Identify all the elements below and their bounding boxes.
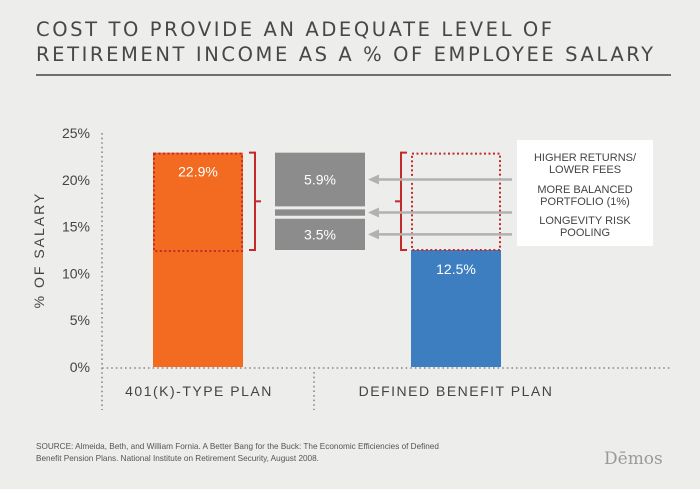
y-tick-label: 25% (62, 125, 90, 141)
reason-arrowhead (368, 229, 379, 240)
difference-outline-db (411, 152, 501, 252)
y-axis-title: % OF SALARY (31, 192, 47, 309)
chart-title-line-2: RETIREMENT INCOME AS A % OF EMPLOYEE SAL… (36, 43, 656, 66)
bar-value-label: 22.9% (178, 164, 218, 180)
x-category-label: 401(K)-TYPE PLAN (125, 383, 273, 399)
y-tick-label: 20% (62, 172, 90, 188)
bracket-401k (249, 151, 256, 251)
reason-arrowhead (368, 207, 379, 218)
reason-arrowhead (368, 174, 379, 185)
reason-label-line1: HIGHER RETURNS/ (534, 152, 637, 164)
bar (153, 152, 243, 367)
source-line-1: SOURCE: Almeida, Beth, and William Forni… (36, 442, 439, 451)
reason-label-line2: LOWER FEES (549, 164, 621, 176)
chart-title-line-1: COST TO PROVIDE AN ADEQUATE LEVEL OF (36, 18, 555, 41)
component-bar (275, 152, 365, 207)
reason-label-line2: POOLING (560, 227, 610, 239)
reason-label-line1: MORE BALANCED (537, 184, 632, 196)
component-value-label: 5.9% (304, 172, 336, 188)
bar-value-label: 12.5% (436, 261, 476, 277)
bar (411, 250, 501, 367)
reason-label-line1: LONGEVITY RISK (539, 215, 631, 227)
y-tick-label: 10% (62, 265, 90, 281)
y-tick-label: 0% (70, 359, 90, 375)
component-value-label: 3.5% (304, 226, 336, 242)
reason-label-line2: PORTFOLIO (1%) (540, 196, 630, 208)
component-bar (275, 218, 365, 250)
difference-outline-401k (153, 152, 243, 253)
component-bar (275, 209, 365, 216)
reasons-box (517, 140, 653, 246)
source-note: SOURCE: Almeida, Beth, and William Forni… (36, 441, 536, 465)
demos-logo: Dēmos (604, 449, 663, 469)
y-tick-label: 5% (70, 312, 90, 328)
source-line-2: Benefit Pension Plans. National Institut… (36, 454, 319, 463)
y-tick-label: 15% (62, 219, 90, 235)
chart-title: COST TO PROVIDE AN ADEQUATE LEVEL OF RET… (36, 17, 676, 67)
title-divider (36, 74, 671, 76)
x-category-label: DEFINED BENEFIT PLAN (359, 383, 554, 399)
